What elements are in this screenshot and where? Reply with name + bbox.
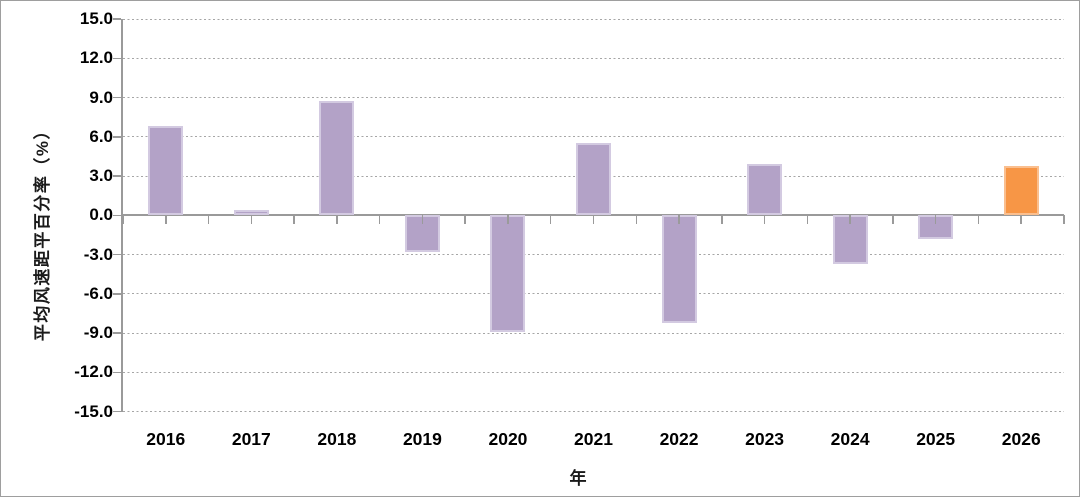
gridline--15	[123, 411, 1064, 412]
bar-2021	[576, 143, 611, 216]
y-axis-tick	[113, 410, 121, 413]
x-axis-tick	[421, 215, 424, 225]
x-axis-tick	[378, 215, 381, 225]
x-axis-tick	[122, 215, 124, 225]
x-axis-tick	[165, 215, 167, 225]
gridline-6	[123, 136, 1064, 138]
y-tick-label-12.0: 12.0	[79, 48, 113, 68]
x-category-label-2020: 2020	[488, 429, 528, 449]
x-axis-tick	[763, 215, 766, 225]
gridline-15	[123, 18, 1064, 20]
bar-2026	[1003, 165, 1039, 216]
y-axis-tick	[113, 253, 121, 256]
y-axis-line	[121, 19, 123, 412]
x-axis-tick	[934, 215, 937, 225]
bar-2017	[233, 210, 269, 216]
y-axis-tick	[113, 371, 121, 373]
x-category-label-2023: 2023	[745, 429, 785, 449]
y-axis-tick	[113, 136, 121, 138]
y-tick-label--12.0: -12.0	[74, 362, 113, 382]
y-tick-label-15.0: 15.0	[79, 9, 113, 28]
x-category-label-2017: 2017	[231, 429, 271, 449]
x-category-label-2024: 2024	[830, 429, 870, 449]
y-tick-label--9.0: -9.0	[83, 323, 113, 342]
x-axis-tick	[678, 215, 680, 225]
y-axis-tick	[113, 175, 121, 177]
y-axis-tick	[113, 293, 121, 295]
x-category-label-2019: 2019	[402, 429, 442, 449]
x-category-label-2026: 2026	[1001, 429, 1041, 449]
x-category-label-2016: 2016	[146, 429, 186, 449]
x-axis-tick	[336, 215, 338, 225]
bar-2018	[319, 101, 355, 216]
y-tick-label-3.0: 3.0	[89, 166, 113, 185]
x-axis-tick	[250, 215, 253, 225]
x-axis-tick	[1063, 215, 1065, 225]
x-axis-tick	[721, 215, 723, 225]
x-axis-tick	[507, 215, 509, 225]
y-axis-tick	[113, 214, 121, 216]
gridline--9	[123, 332, 1064, 334]
x-axis-tick	[207, 215, 210, 225]
x-axis-tick	[892, 215, 894, 225]
y-tick-label--15.0: -15.0	[74, 401, 113, 421]
bar-2020	[490, 215, 526, 332]
bar-2023	[747, 164, 783, 216]
y-axis-tick	[113, 18, 121, 20]
x-axis-tick	[293, 215, 295, 225]
bar-2024	[832, 215, 868, 264]
x-category-label-2025: 2025	[916, 429, 956, 449]
x-axis-tick	[849, 215, 851, 225]
x-axis-tick	[1020, 215, 1022, 225]
y-tick-label--6.0: -6.0	[83, 283, 113, 303]
gridline--6	[123, 293, 1064, 295]
x-axis-tick	[806, 215, 809, 225]
x-axis-tick	[635, 215, 638, 225]
x-axis-tick	[592, 215, 595, 225]
y-tick-label-0.0: 0.0	[89, 205, 113, 225]
x-axis-tick	[464, 215, 466, 225]
y-axis-tick	[113, 96, 121, 99]
y-axis-tick	[113, 57, 121, 59]
bar-2016	[148, 126, 184, 216]
x-category-label-2018: 2018	[317, 429, 357, 449]
y-tick-label-9.0: 9.0	[89, 87, 113, 107]
y-axis-title: 平均风速距平百分率（%）	[33, 120, 52, 342]
bar-2022	[661, 215, 697, 323]
y-axis-tick	[113, 332, 121, 334]
gridline--3	[123, 254, 1064, 255]
gridline--12	[123, 371, 1064, 373]
y-tick-label-6.0: 6.0	[89, 126, 113, 146]
x-axis-tick	[977, 215, 980, 225]
x-axis-tick	[549, 215, 552, 225]
gridline-12	[123, 57, 1064, 59]
x-category-label-2022: 2022	[659, 429, 699, 449]
y-tick-label--3.0: -3.0	[83, 244, 113, 264]
x-category-label-2021: 2021	[574, 429, 613, 449]
x-axis-title: 年	[569, 469, 587, 488]
gridline-9	[123, 97, 1064, 98]
